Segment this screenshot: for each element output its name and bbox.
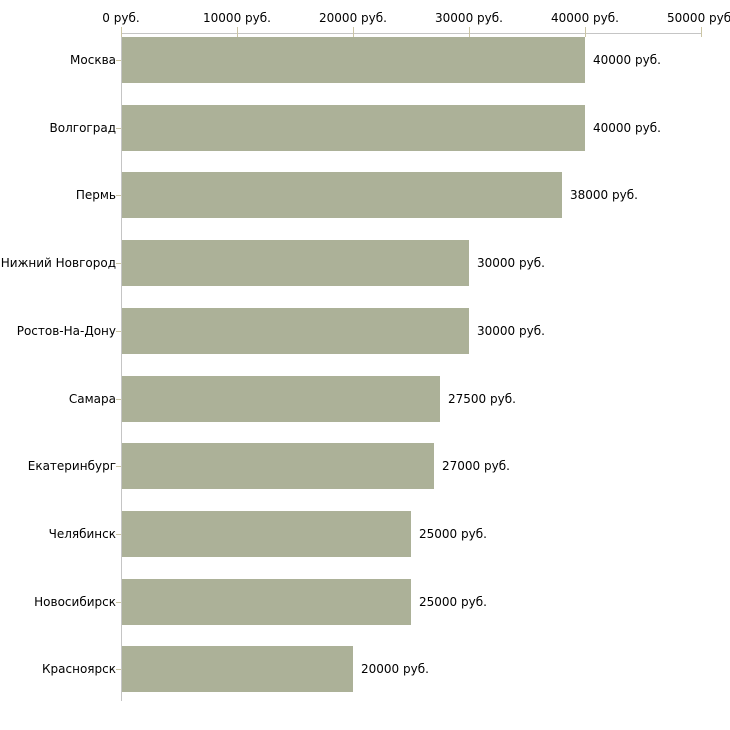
category-label: Волгоград	[49, 121, 116, 135]
bar-value-label: 27000 руб.	[442, 459, 510, 473]
x-axis-tick-mark	[353, 27, 354, 37]
bar-value-label: 27500 руб.	[448, 392, 516, 406]
x-axis-tick-mark	[121, 27, 122, 37]
bar	[122, 579, 411, 625]
category-tick-mark	[116, 331, 121, 332]
category-tick-mark	[116, 399, 121, 400]
category-label: Екатеринбург	[27, 459, 116, 473]
x-axis-tick-label: 50000 руб.	[667, 11, 730, 25]
category-label: Пермь	[75, 188, 116, 202]
category-label: Ростов-На-Дону	[16, 324, 116, 338]
bar	[122, 376, 440, 422]
y-axis-line	[121, 33, 122, 701]
x-axis-tick-label: 0 руб.	[102, 11, 140, 25]
x-axis-tick-label: 30000 руб.	[435, 11, 503, 25]
bar-value-label: 40000 руб.	[593, 121, 661, 135]
x-axis-tick-mark	[701, 27, 702, 37]
bar	[122, 172, 562, 218]
bar	[122, 443, 434, 489]
bar-value-label: 20000 руб.	[361, 662, 429, 676]
bar-value-label: 30000 руб.	[477, 256, 545, 270]
x-axis-tick-mark	[237, 27, 238, 37]
category-tick-mark	[116, 60, 121, 61]
bar	[122, 308, 469, 354]
bar	[122, 646, 353, 692]
bar-value-label: 40000 руб.	[593, 53, 661, 67]
bar	[122, 511, 411, 557]
category-label: Москва	[70, 53, 116, 67]
bar-value-label: 30000 руб.	[477, 324, 545, 338]
bar	[122, 105, 585, 151]
category-tick-mark	[116, 602, 121, 603]
category-label: Челябинск	[48, 527, 116, 541]
x-axis-tick-label: 20000 руб.	[319, 11, 387, 25]
category-tick-mark	[116, 534, 121, 535]
category-tick-mark	[116, 128, 121, 129]
x-axis-tick-label: 40000 руб.	[551, 11, 619, 25]
category-label: Красноярск	[42, 662, 116, 676]
bar-value-label: 38000 руб.	[570, 188, 638, 202]
category-tick-mark	[116, 195, 121, 196]
category-tick-mark	[116, 669, 121, 670]
bar	[122, 37, 585, 83]
x-axis-tick-mark	[585, 27, 586, 37]
x-axis-tick-label: 10000 руб.	[203, 11, 271, 25]
category-label: Нижний Новгород	[0, 256, 116, 270]
category-tick-mark	[116, 466, 121, 467]
bar-value-label: 25000 руб.	[419, 527, 487, 541]
bar-value-label: 25000 руб.	[419, 595, 487, 609]
bar	[122, 240, 469, 286]
category-label: Самара	[68, 392, 116, 406]
x-axis-tick-mark	[469, 27, 470, 37]
x-axis-line	[121, 33, 702, 34]
category-tick-mark	[116, 263, 121, 264]
category-label: Новосибирск	[34, 595, 116, 609]
